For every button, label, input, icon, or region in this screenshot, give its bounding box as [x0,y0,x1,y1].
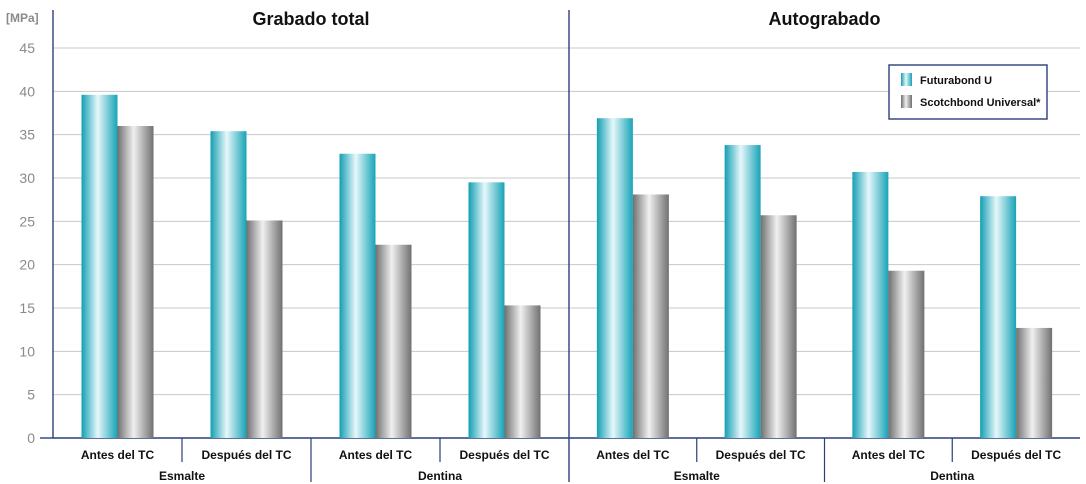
legend-swatch-futurabond-u [901,73,912,86]
bar-futurabond-u [81,94,118,439]
y-tick-label: 20 [19,257,35,273]
y-tick-label: 5 [27,387,35,403]
bar-scotchbond-universal [760,215,797,438]
x-group-label: Dentina [930,469,974,483]
y-tick-label: 40 [19,83,35,99]
x-category-label: Antes del TC [81,448,155,462]
bar-scotchbond-universal [888,270,925,438]
x-group-label: Dentina [418,469,462,483]
x-category-label: Después del TC [459,448,549,462]
y-unit-label: [MPa] [6,11,39,25]
y-tick-label: 45 [19,40,35,56]
y-tick-label: 25 [19,213,35,229]
x-category-label: Después del TC [971,448,1061,462]
labels: 0 5 10 15 20 25 30 35 40 45 [MPa] Grabado total Ante… [6,9,1061,483]
x-category-label: Antes del TC [852,448,926,462]
bar-futurabond-u [596,118,633,438]
legend: Futurabond U Scotchbond Universal* [888,64,1048,120]
bar-futurabond-u [468,182,505,438]
y-tick-label: 0 [27,430,35,446]
x-category-label: Después del TC [201,448,291,462]
y-tick-label: 10 [19,343,35,359]
x-category-label: Antes del TC [596,448,670,462]
bar-futurabond-u [210,131,247,438]
panel-title: Grabado total [252,9,369,29]
y-tick-label: 15 [19,300,35,316]
x-group-label: Esmalte [159,469,205,483]
bar-futurabond-u [724,145,761,439]
bar-futurabond-u [852,171,889,438]
legend-label: Futurabond U [920,75,992,87]
panel-title: Autograbado [769,9,881,29]
x-group-label: Esmalte [674,469,720,483]
bar-scotchbond-universal [246,220,283,438]
bar-scotchbond-universal [632,194,669,438]
x-category-label: Después del TC [716,448,806,462]
legend-swatch-scotchbond-universal [901,95,912,108]
y-tick-label: 30 [19,170,35,186]
y-tick-label: 35 [19,127,35,143]
bar-futurabond-u [980,196,1017,438]
x-category-label: Antes del TC [339,448,413,462]
bar-scotchbond-universal [1016,327,1053,438]
bar-scotchbond-universal [504,305,541,438]
bars [81,94,1053,439]
bar-futurabond-u [339,153,376,438]
legend-label: Scotchbond Universal* [920,97,1041,109]
bar-scotchbond-universal [117,126,154,438]
bar-scotchbond-universal [375,244,412,438]
legend-box [888,64,1048,120]
